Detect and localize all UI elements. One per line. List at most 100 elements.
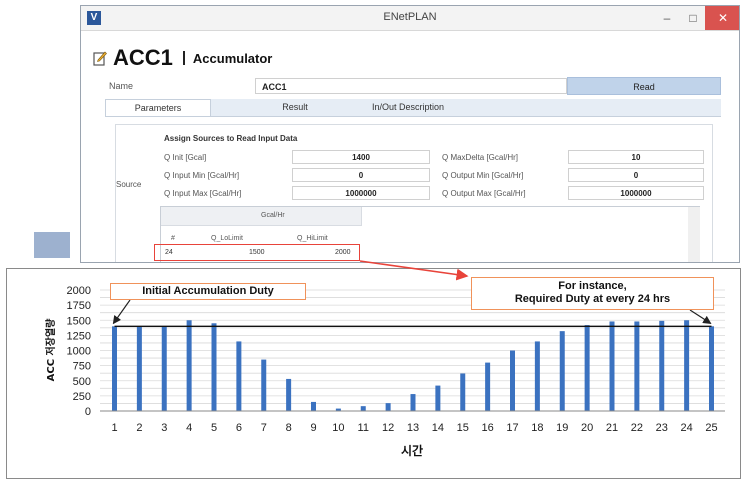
table-header — [161, 207, 362, 226]
q-output-max-label: Q Output Max [Gcal/Hr] — [442, 189, 526, 198]
callout-line-1: For instance, — [558, 280, 627, 292]
bar — [360, 406, 366, 411]
bar — [186, 320, 192, 411]
column-header-q-hilimit: Q_HiLimit — [297, 235, 328, 242]
column-header-q-lolimit: Q_LoLimit — [211, 235, 243, 242]
maximize-button[interactable]: □ — [689, 11, 697, 25]
x-tick-label: 8 — [286, 422, 292, 434]
highlighted-table-row[interactable] — [154, 244, 360, 261]
x-tick-label: 14 — [432, 422, 444, 434]
bar — [311, 401, 316, 411]
q-init-label: Q Init [Gcal] — [164, 153, 207, 162]
x-tick-label: 19 — [556, 422, 568, 434]
q-input-min-label: Q Input Min [Gcal/Hr] — [164, 171, 240, 180]
y-axis-label: ACC 저장열량 — [44, 318, 57, 381]
bar — [286, 378, 292, 411]
read-button[interactable]: Read — [567, 77, 721, 95]
x-tick-label: 1 — [111, 422, 117, 434]
x-tick-label: 23 — [656, 422, 668, 434]
x-tick-label: 21 — [606, 422, 618, 434]
cell-q-hilimit: 2000 — [335, 249, 351, 256]
limits-table: Gcal/Hr # Q_LoLimit Q_HiLimit — [160, 206, 700, 262]
reference-arrow-left — [112, 299, 131, 325]
bar — [410, 394, 416, 411]
x-tick-label: 6 — [236, 422, 242, 434]
enetplan-window: V ENetPLAN – □ ✕ ACC1 Accumulator Name A… — [80, 5, 740, 263]
q-output-max-input[interactable]: 1000000 — [568, 186, 704, 200]
x-tick-label: 10 — [332, 422, 344, 434]
x-axis-label: 시간 — [401, 443, 423, 458]
tab-result[interactable]: Result — [282, 102, 308, 112]
parameters-panel: Source Assign Sources to Read Input Data… — [115, 124, 713, 262]
bar — [335, 408, 341, 411]
q-input-min-input[interactable]: 0 — [292, 168, 430, 182]
bar — [460, 373, 466, 411]
initial-duty-callout: Initial Accumulation Duty — [110, 283, 306, 300]
bar — [236, 341, 242, 411]
x-tick-label: 4 — [186, 422, 192, 434]
x-tick-label: 3 — [161, 422, 167, 434]
q-input-max-input[interactable]: 1000000 — [292, 186, 430, 200]
y-tick-label: 1500 — [67, 315, 91, 327]
close-button[interactable]: ✕ — [705, 6, 739, 30]
x-tick-label: 15 — [457, 422, 469, 434]
bar — [634, 321, 640, 411]
row-selector[interactable] — [34, 232, 70, 258]
y-tick-label: 2000 — [67, 285, 91, 297]
x-tick-label: 9 — [310, 422, 316, 434]
assign-sources-title: Assign Sources to Read Input Data — [164, 134, 298, 143]
bar — [659, 320, 665, 411]
bar — [559, 331, 565, 411]
callout-line-2: Required Duty at every 24 hrs — [514, 293, 671, 305]
bar — [385, 403, 391, 411]
edit-icon[interactable] — [93, 50, 107, 66]
cell-index: 24 — [165, 249, 173, 256]
app-icon: V — [87, 11, 101, 25]
connector-arrow — [359, 260, 469, 281]
name-label: Name — [109, 81, 134, 91]
x-tick-label: 12 — [382, 422, 394, 434]
tab-bar: Parameters Result In/Out Description — [105, 99, 721, 117]
table-scrollbar[interactable] — [688, 207, 700, 262]
cell-q-lolimit: 1500 — [249, 249, 265, 256]
q-maxdelta-label: Q MaxDelta [Gcal/Hr] — [442, 153, 519, 162]
y-tick-label: 1750 — [67, 300, 91, 312]
minimize-button[interactable]: – — [663, 11, 671, 25]
bar — [261, 359, 267, 411]
bar — [112, 326, 117, 411]
x-tick-label: 20 — [581, 422, 593, 434]
source-label: Source — [116, 180, 142, 189]
q-init-input[interactable]: 1400 — [292, 150, 430, 164]
bar — [709, 326, 714, 411]
name-input[interactable]: ACC1 — [255, 78, 567, 94]
y-tick-label: 0 — [85, 406, 91, 418]
y-axis-ticks: 0 250 500 750 1000 1250 1500 1750 2000 — [67, 285, 91, 418]
q-output-min-input[interactable]: 0 — [568, 168, 704, 182]
x-tick-label: 11 — [358, 422, 369, 434]
bar — [534, 341, 540, 411]
required-duty-callout: For instance, Required Duty at every 24 … — [471, 277, 714, 310]
block-name: ACC1 — [113, 45, 173, 70]
column-header-index: # — [171, 235, 175, 242]
x-tick-label: 7 — [261, 422, 267, 434]
bar — [211, 323, 217, 411]
x-tick-label: 22 — [631, 422, 643, 434]
q-maxdelta-input[interactable]: 10 — [568, 150, 704, 164]
bar — [510, 350, 515, 411]
q-output-min-label: Q Output Min [Gcal/Hr] — [442, 171, 524, 180]
title-divider — [182, 51, 185, 65]
tab-in-out-description[interactable]: In/Out Description — [371, 102, 445, 112]
bar — [684, 320, 690, 411]
title-bar: V ENetPLAN – □ ✕ — [81, 6, 739, 31]
bar — [485, 362, 491, 411]
y-tick-label: 250 — [73, 391, 91, 403]
x-tick-label: 16 — [482, 422, 494, 434]
x-axis-ticks: 1 2 3 4 5 6 7 8 9 10 11 12 13 14 15 16 17 18 19 20 21 22 23 24 2… — [111, 422, 717, 434]
x-tick-label: 2 — [136, 422, 142, 434]
tab-parameters[interactable]: Parameters — [105, 99, 211, 116]
y-tick-label: 1250 — [67, 330, 91, 342]
bar-series — [112, 320, 714, 411]
x-tick-label: 24 — [681, 422, 693, 434]
q-input-max-label: Q Input Max [Gcal/Hr] — [164, 189, 242, 198]
